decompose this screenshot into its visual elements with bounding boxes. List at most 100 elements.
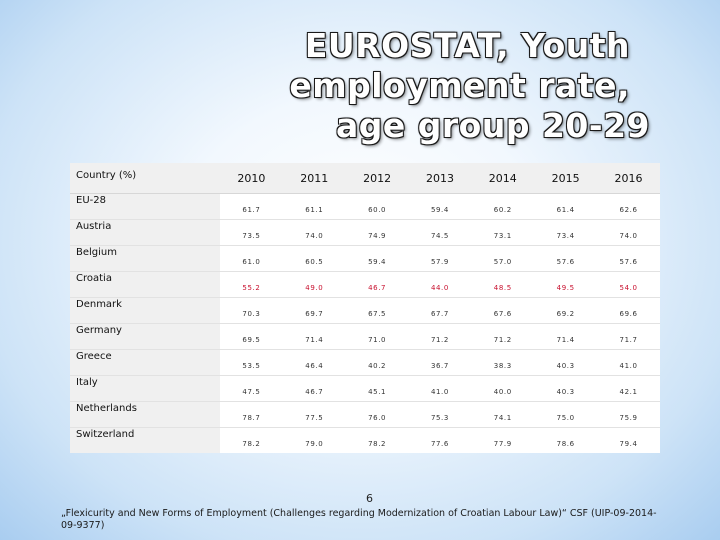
value-cell: 75.0 <box>534 401 598 428</box>
value-cell: 57.6 <box>597 245 660 272</box>
value-cell: 46.7 <box>345 271 409 298</box>
value-cell: 42.1 <box>597 375 660 402</box>
value-cell: 74.5 <box>408 219 472 246</box>
value-cell: 40.3 <box>534 349 598 376</box>
value-cell: 74.1 <box>471 401 535 428</box>
value-cell: 61.1 <box>282 193 346 220</box>
value-cell: 48.5 <box>471 271 535 298</box>
slide-title: EUROSTAT, Youth employment rate, age gro… <box>60 26 660 146</box>
value-cell: 77.9 <box>471 427 535 453</box>
title-line-2: age group 20-29 <box>336 106 650 145</box>
table-row: Germany 69.5 71.4 71.0 71.2 71.2 71.4 71.7 <box>70 323 660 350</box>
value-cell: 76.0 <box>345 401 409 428</box>
value-cell: 79.0 <box>282 427 346 453</box>
value-cell: 61.4 <box>534 193 598 220</box>
value-cell: 71.4 <box>534 323 598 350</box>
year-header: 2013 <box>408 163 472 194</box>
value-cell: 69.2 <box>534 297 598 324</box>
value-cell: 71.2 <box>471 323 535 350</box>
value-cell: 74.0 <box>597 219 660 246</box>
value-cell: 47.5 <box>220 375 283 402</box>
year-header: 2012 <box>345 163 409 194</box>
value-cell: 38.3 <box>471 349 535 376</box>
country-cell: Italy <box>70 375 220 402</box>
year-header: 2010 <box>220 163 283 194</box>
country-cell: Greece <box>70 349 220 376</box>
value-cell: 69.6 <box>597 297 660 324</box>
table-row: EU-28 61.7 61.1 60.0 59.4 60.2 61.4 62.6 <box>70 193 660 220</box>
country-cell: EU-28 <box>70 193 220 220</box>
value-cell: 57.0 <box>471 245 535 272</box>
value-cell: 55.2 <box>220 271 283 298</box>
table-row: Denmark 70.3 69.7 67.5 67.7 67.6 69.2 69.6 <box>70 297 660 324</box>
value-cell: 41.0 <box>408 375 472 402</box>
table-row: Italy 47.5 46.7 45.1 41.0 40.0 40.3 42.1 <box>70 375 660 402</box>
country-cell: Denmark <box>70 297 220 324</box>
value-cell: 74.9 <box>345 219 409 246</box>
value-cell: 59.4 <box>408 193 472 220</box>
value-cell: 67.7 <box>408 297 472 324</box>
table-row: Austria 73.5 74.0 74.9 74.5 73.1 73.4 74.0 <box>70 219 660 246</box>
page-number: 6 <box>366 492 373 505</box>
table-row: Croatia 55.2 49.0 46.7 44.0 48.5 49.5 54.0 <box>70 271 660 298</box>
value-cell: 69.7 <box>282 297 346 324</box>
value-cell: 54.0 <box>597 271 660 298</box>
table-row: Netherlands 78.7 77.5 76.0 75.3 74.1 75.0 75.9 <box>70 401 660 428</box>
country-cell: Belgium <box>70 245 220 272</box>
value-cell: 75.3 <box>408 401 472 428</box>
value-cell: 67.6 <box>471 297 535 324</box>
year-header: 2015 <box>534 163 598 194</box>
value-cell: 78.6 <box>534 427 598 453</box>
value-cell: 73.5 <box>220 219 283 246</box>
source-footnote: „Flexicurity and New Forms of Employment… <box>61 508 657 531</box>
country-cell: Netherlands <box>70 401 220 428</box>
value-cell: 60.0 <box>345 193 409 220</box>
country-cell: Germany <box>70 323 220 350</box>
table-row: Greece 53.5 46.4 40.2 36.7 38.3 40.3 41.0 <box>70 349 660 376</box>
value-cell: 75.9 <box>597 401 660 428</box>
value-cell: 61.7 <box>220 193 283 220</box>
year-header: 2011 <box>282 163 346 194</box>
value-cell: 79.4 <box>597 427 660 453</box>
value-cell: 36.7 <box>408 349 472 376</box>
value-cell: 74.0 <box>282 219 346 246</box>
value-cell: 67.5 <box>345 297 409 324</box>
value-cell: 78.2 <box>345 427 409 453</box>
value-cell: 69.5 <box>220 323 283 350</box>
value-cell: 73.4 <box>534 219 598 246</box>
value-cell: 71.0 <box>345 323 409 350</box>
value-cell: 78.2 <box>220 427 283 453</box>
value-cell: 71.7 <box>597 323 660 350</box>
value-cell: 41.0 <box>597 349 660 376</box>
value-cell: 59.4 <box>345 245 409 272</box>
value-cell: 49.0 <box>282 271 346 298</box>
value-cell: 46.7 <box>282 375 346 402</box>
value-cell: 40.0 <box>471 375 535 402</box>
value-cell: 45.1 <box>345 375 409 402</box>
employment-rate-table: Country (%) 2010 2011 2012 2013 2014 201… <box>70 163 660 453</box>
value-cell: 60.5 <box>282 245 346 272</box>
year-header: 2016 <box>597 163 660 194</box>
country-cell: Croatia <box>70 271 220 298</box>
value-cell: 57.9 <box>408 245 472 272</box>
country-cell: Switzerland <box>70 427 220 453</box>
value-cell: 77.5 <box>282 401 346 428</box>
value-cell: 61.0 <box>220 245 283 272</box>
value-cell: 71.2 <box>408 323 472 350</box>
value-cell: 40.2 <box>345 349 409 376</box>
value-cell: 53.5 <box>220 349 283 376</box>
value-cell: 70.3 <box>220 297 283 324</box>
value-cell: 49.5 <box>534 271 598 298</box>
value-cell: 73.1 <box>471 219 535 246</box>
table-header-row: Country (%) 2010 2011 2012 2013 2014 201… <box>70 163 660 194</box>
value-cell: 77.6 <box>408 427 472 453</box>
year-header: 2014 <box>471 163 535 194</box>
country-cell: Austria <box>70 219 220 246</box>
value-cell: 71.4 <box>282 323 346 350</box>
value-cell: 57.6 <box>534 245 598 272</box>
value-cell: 44.0 <box>408 271 472 298</box>
table-row: Switzerland 78.2 79.0 78.2 77.6 77.9 78.6 79.4 <box>70 427 660 453</box>
table-row: Belgium 61.0 60.5 59.4 57.9 57.0 57.6 57.6 <box>70 245 660 272</box>
value-cell: 78.7 <box>220 401 283 428</box>
value-cell: 46.4 <box>282 349 346 376</box>
